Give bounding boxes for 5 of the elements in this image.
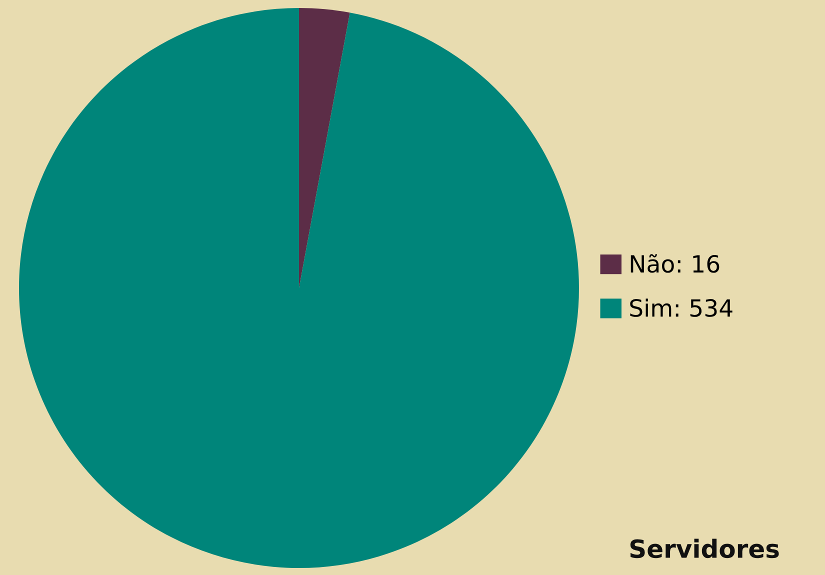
pie-slice — [19, 8, 579, 568]
pie-slice — [299, 8, 350, 288]
legend-label: Sim: 534 — [630, 298, 732, 317]
text: Servidores — [630, 538, 779, 558]
legend-label: Não: 16 — [630, 254, 720, 273]
